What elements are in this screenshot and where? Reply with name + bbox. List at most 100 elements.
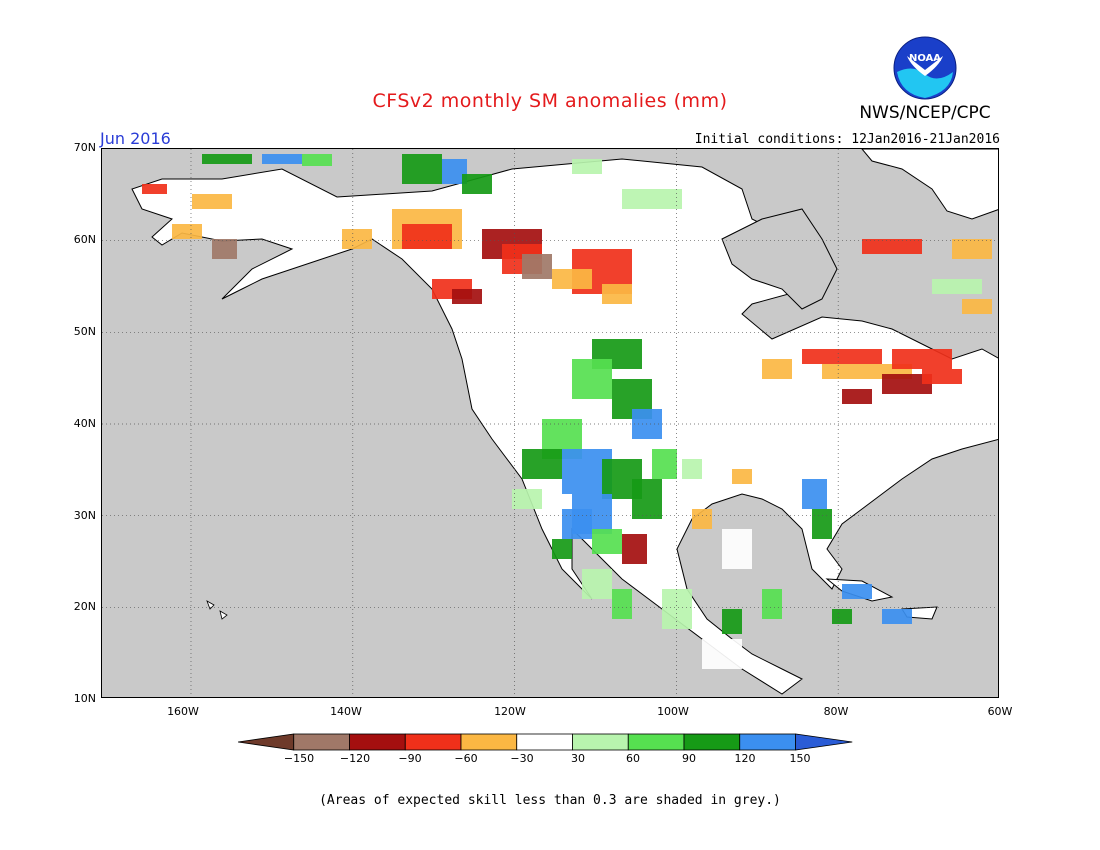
anomaly-cell bbox=[602, 284, 632, 304]
anomaly-cell bbox=[552, 269, 592, 289]
anomaly-cell bbox=[632, 479, 662, 519]
lat-label-60n: 60N bbox=[73, 233, 96, 246]
lat-label-30n: 30N bbox=[73, 509, 96, 522]
colorbar-label: −30 bbox=[510, 752, 534, 765]
forecast-month-label: Jun 2016 bbox=[100, 129, 171, 148]
anomaly-cell bbox=[882, 609, 912, 624]
colorbar bbox=[238, 733, 853, 751]
anomaly-cell bbox=[512, 489, 542, 509]
lon-label-80w: 80W bbox=[823, 705, 849, 718]
lon-label-60w: 60W bbox=[987, 705, 1013, 718]
anomaly-cell bbox=[402, 224, 452, 249]
anomaly-cell bbox=[842, 584, 872, 599]
lat-label-50n: 50N bbox=[73, 325, 96, 338]
anomaly-cell bbox=[142, 184, 167, 194]
anomaly-cell bbox=[462, 174, 492, 194]
lon-label-140w: 140W bbox=[330, 705, 362, 718]
colorbar-label: 90 bbox=[682, 752, 696, 765]
anomaly-cell bbox=[892, 349, 952, 369]
anomaly-cell bbox=[212, 239, 237, 259]
anomaly-cell bbox=[592, 529, 622, 554]
colorbar-segment bbox=[349, 733, 406, 751]
skill-note: (Areas of expected skill less than 0.3 a… bbox=[319, 793, 781, 808]
anomaly-cell bbox=[952, 239, 992, 259]
colorbar-label: 120 bbox=[734, 752, 756, 765]
anomaly-cell bbox=[552, 539, 572, 559]
noaa-logo-icon: NOAA bbox=[893, 36, 957, 100]
anomaly-cell bbox=[452, 289, 482, 304]
colorbar-label: −150 bbox=[283, 752, 315, 765]
anomaly-cell bbox=[762, 359, 792, 379]
anomaly-cell bbox=[262, 154, 302, 164]
colorbar-label: −90 bbox=[398, 752, 422, 765]
anomaly-cell bbox=[192, 194, 232, 209]
anomaly-cell bbox=[692, 509, 712, 529]
colorbar-label: 30 bbox=[571, 752, 585, 765]
anomaly-cell bbox=[732, 469, 752, 484]
colorbar-segment bbox=[460, 733, 518, 751]
anomaly-cells bbox=[142, 154, 992, 669]
lon-label-160w: 160W bbox=[167, 705, 199, 718]
lat-label-70n: 70N bbox=[73, 141, 96, 154]
anomaly-cell bbox=[172, 224, 202, 239]
anomaly-cell bbox=[652, 449, 677, 479]
anomaly-cell bbox=[812, 509, 832, 539]
colorbar-segment bbox=[683, 733, 741, 751]
anomaly-cell bbox=[682, 459, 702, 479]
anomaly-cell bbox=[862, 239, 922, 254]
colorbar-segment bbox=[572, 733, 629, 751]
anomaly-cell bbox=[612, 589, 632, 619]
anomaly-cell bbox=[522, 254, 552, 279]
anomaly-cell bbox=[932, 279, 982, 294]
anomaly-cell bbox=[622, 189, 682, 209]
anomaly-cell bbox=[762, 589, 782, 619]
anomaly-map-svg bbox=[102, 149, 998, 697]
map-title: CFSv2 monthly SM anomalies (mm) bbox=[372, 90, 728, 112]
colorbar-segment bbox=[516, 733, 573, 751]
logo-text: NOAA bbox=[909, 53, 941, 64]
anomaly-cell bbox=[722, 529, 752, 569]
colorbar-segment bbox=[739, 733, 796, 751]
colorbar-arrow-low bbox=[238, 733, 295, 751]
colorbar-segment bbox=[404, 733, 462, 751]
anomaly-cell bbox=[582, 569, 612, 599]
colorbar-label: 150 bbox=[789, 752, 811, 765]
anomaly-cell bbox=[802, 349, 882, 364]
lon-label-100w: 100W bbox=[657, 705, 689, 718]
hawaii-islands bbox=[206, 600, 228, 620]
agency-label: NWS/NCEP/CPC bbox=[859, 103, 991, 123]
anomaly-cell bbox=[662, 589, 692, 629]
anomaly-cell bbox=[722, 609, 742, 634]
anomaly-cell bbox=[882, 374, 932, 394]
anomaly-cell bbox=[572, 159, 602, 174]
anomaly-cell bbox=[402, 154, 442, 184]
colorbar-label: −120 bbox=[339, 752, 371, 765]
greenland-landmass bbox=[861, 149, 998, 220]
anomaly-cell bbox=[562, 509, 592, 539]
lat-label-20n: 20N bbox=[73, 600, 96, 613]
hudson-bay-water bbox=[721, 208, 838, 310]
anomaly-cell bbox=[832, 609, 852, 624]
anomaly-cell bbox=[922, 369, 962, 384]
anomaly-cell bbox=[842, 389, 872, 404]
lat-label-10n: 10N bbox=[73, 692, 96, 705]
anomaly-cell bbox=[622, 534, 647, 564]
anomaly-cell bbox=[342, 229, 372, 249]
anomaly-cell bbox=[702, 639, 742, 669]
colorbar-arrow-high bbox=[795, 733, 853, 751]
map-gridlines bbox=[102, 149, 998, 697]
anomaly-cell bbox=[742, 419, 782, 459]
colorbar-segment bbox=[293, 733, 350, 751]
anomaly-cell bbox=[302, 154, 332, 166]
anomaly-map bbox=[101, 148, 999, 698]
anomaly-cell bbox=[802, 479, 827, 509]
anomaly-cell bbox=[682, 369, 722, 399]
lat-label-40n: 40N bbox=[73, 417, 96, 430]
lon-label-120w: 120W bbox=[494, 705, 526, 718]
anomaly-cell bbox=[202, 154, 252, 164]
colorbar-label: −60 bbox=[454, 752, 478, 765]
anomaly-cell bbox=[522, 449, 562, 479]
anomaly-cell bbox=[572, 359, 612, 399]
initial-conditions-label: Initial conditions: 12Jan2016-21Jan2016 bbox=[694, 132, 1000, 147]
anomaly-cell bbox=[962, 299, 992, 314]
